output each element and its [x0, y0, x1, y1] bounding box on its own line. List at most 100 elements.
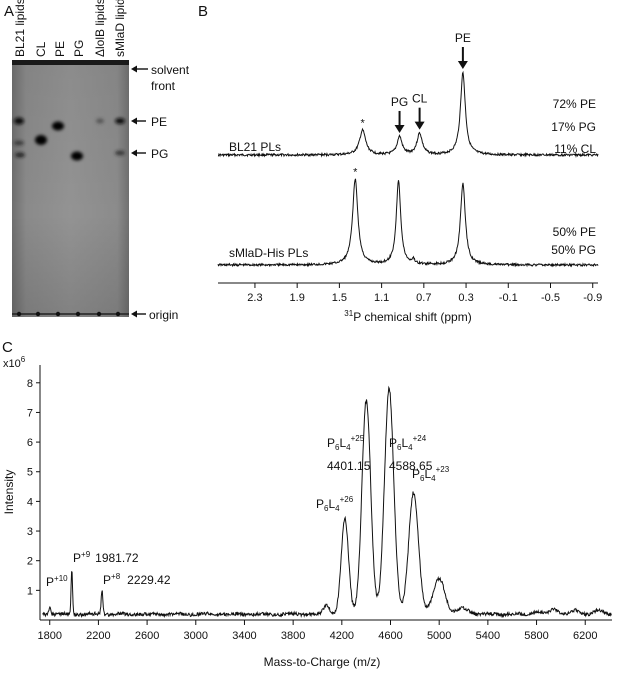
nmr-impurity-marker: * [353, 167, 358, 179]
composition-bl21-pe: 72% PE [553, 97, 596, 111]
ms-y-tick-label: 4 [27, 496, 33, 508]
ms-chart: 1 2 3 4 5 6 7 8 1800 2200 2600 3000 3400 3800 4200 460… [2, 355, 612, 669]
spot-cl [35, 135, 47, 145]
lane-label-pe: PE [53, 41, 67, 57]
ms-x-tick-label: 5000 [427, 630, 451, 642]
spot-bl21-cl [14, 140, 24, 146]
nmr-impurity-marker: * [360, 117, 365, 129]
nmr-tick-label: 0.3 [458, 292, 473, 304]
nmr-chart: 2.3 1.9 1.5 1.1 0.7 0.3 -0.1 -0.5 -0.9 * PG CL PE* … [217, 31, 602, 324]
nmr-trace-smlad [217, 178, 599, 268]
nmr-tick-label: -0.5 [541, 292, 560, 304]
ms-y-tick-label: 8 [27, 378, 33, 390]
lane-label-dlolb: ΔlolB lipids [93, 0, 107, 57]
origin-dot [115, 311, 121, 317]
nmr-trace-bl21 [217, 70, 599, 158]
composition-bl21-cl: 11% CL [554, 142, 596, 156]
ms-x-tick-label: 2200 [86, 630, 110, 642]
spot-pe [52, 121, 64, 131]
ms-y-axis-label: Intensity [2, 470, 16, 515]
arrowhead-pe [131, 117, 137, 125]
ms-peak-label: P6L4+23 [412, 465, 450, 483]
origin-dot [96, 311, 102, 317]
ms-x-axis-label: Mass-to-Charge (m/z) [264, 655, 381, 669]
nmr-peak-arrowhead [414, 121, 425, 130]
ms-peak-mz: 4588.65 [389, 459, 433, 473]
label-origin: origin [149, 308, 178, 322]
ms-y-ticks: 1 2 3 4 5 6 7 8 [27, 378, 40, 597]
ms-x-tick-label: 3000 [184, 630, 208, 642]
origin-dot [75, 311, 81, 317]
nmr-peak-arrowhead [394, 124, 405, 133]
composition-bl21: 72% PE 17% PG 11% CL [551, 97, 596, 156]
lane-label-pg: PG [72, 40, 86, 57]
nmr-tick-label: 1.5 [332, 292, 347, 304]
nmr-tick-label: 1.1 [374, 292, 389, 304]
nmr-x-label-text: P chemical shift (ppm) [353, 310, 471, 324]
nmr-x-axis-label: 31P chemical shift (ppm) [344, 309, 471, 324]
ms-peak-label: P6L4+25 [327, 434, 365, 452]
ms-y-tick-label: 2 [27, 556, 33, 568]
spot-pg [71, 151, 83, 161]
ms-x-tick-label: 5800 [524, 630, 548, 642]
ms-peak-label: P+8 2229.42 [103, 572, 171, 587]
ms-x-tick-label: 5400 [476, 630, 500, 642]
panel-label-c: C [2, 339, 13, 356]
arrowhead-pg [131, 149, 137, 157]
nmr-peak-label: PE [455, 31, 471, 45]
spot-bl21-pg [15, 152, 25, 158]
ms-x-tick-label: 3400 [232, 630, 256, 642]
label-pe: PE [151, 115, 167, 129]
ms-x-tick-label: 3800 [281, 630, 305, 642]
arrowhead-solvent-front [131, 65, 137, 73]
ms-peak-mz: 4401.15 [327, 459, 371, 473]
ms-peak-label: P6L4+24 [389, 434, 427, 452]
nmr-tick-label: -0.1 [499, 292, 518, 304]
series-label-bl21: BL21 PLs [229, 140, 281, 154]
composition-bl21-pg: 17% PG [551, 120, 596, 134]
origin-dot [55, 311, 61, 317]
ms-y-multiplier-base: x10 [3, 358, 21, 370]
arrowhead-origin [131, 310, 137, 318]
nmr-peak-labels: * PG CL PE * [353, 31, 471, 179]
nmr-peak-label: PG [391, 95, 408, 109]
origin-dot [16, 311, 22, 317]
ms-y-multiplier: x106 [3, 355, 26, 370]
tlc-annotations: solvent front PE PG origin [131, 63, 190, 322]
nmr-peak-label: CL [412, 92, 428, 106]
ms-x-tick-label: 4600 [378, 630, 402, 642]
ms-y-tick-label: 7 [27, 407, 33, 419]
nmr-x-label-superscript: 31 [344, 309, 353, 318]
ms-y-multiplier-exp: 6 [21, 355, 26, 364]
nmr-peak-arrowhead [457, 61, 468, 69]
tlc-lane-labels: BL21 lipids CL PE PG ΔlolB lipids sMlaD … [13, 0, 127, 57]
plate-shading [12, 62, 129, 317]
composition-smlad-pg: 50% PG [551, 243, 596, 257]
origin-dots [16, 311, 121, 317]
ms-trace [42, 385, 612, 619]
nmr-tick-label: 0.7 [416, 292, 431, 304]
lane-label-cl: CL [34, 41, 48, 57]
composition-smlad: 50% PE 50% PG [551, 225, 596, 257]
label-pg: PG [151, 147, 168, 161]
ms-peak-label: P6L4+26 [316, 495, 354, 513]
ms-x-tick-label: 4200 [330, 630, 354, 642]
ms-y-tick-label: 5 [27, 467, 33, 479]
ms-x-ticks: 1800 2200 2600 3000 3400 3800 4200 4600 5000 5400… [37, 620, 597, 642]
tlc-plate [12, 60, 129, 317]
panel-label-b: B [198, 3, 208, 20]
ms-x-tick-label: 1800 [37, 630, 61, 642]
series-label-smlad: sMlaD-His PLs [229, 246, 308, 260]
spot-dlolb-pe [96, 118, 104, 124]
spot-smlad-pg [115, 150, 125, 156]
composition-smlad-pe: 50% PE [553, 225, 596, 239]
ms-y-tick-label: 1 [27, 585, 33, 597]
spot-smlad-pe [115, 118, 125, 124]
origin-dot [35, 311, 41, 317]
nmr-ticks: 2.3 1.9 1.5 1.1 0.7 0.3 -0.1 -0.5 -0.9 [247, 283, 602, 304]
tlc-spots [14, 117, 125, 161]
ms-y-tick-label: 3 [27, 526, 33, 538]
ms-peak-label: P+9 1981.72 [73, 550, 139, 565]
lane-label-smlad: sMlaD lipids [113, 0, 127, 57]
ms-y-tick-label: 6 [27, 437, 33, 449]
